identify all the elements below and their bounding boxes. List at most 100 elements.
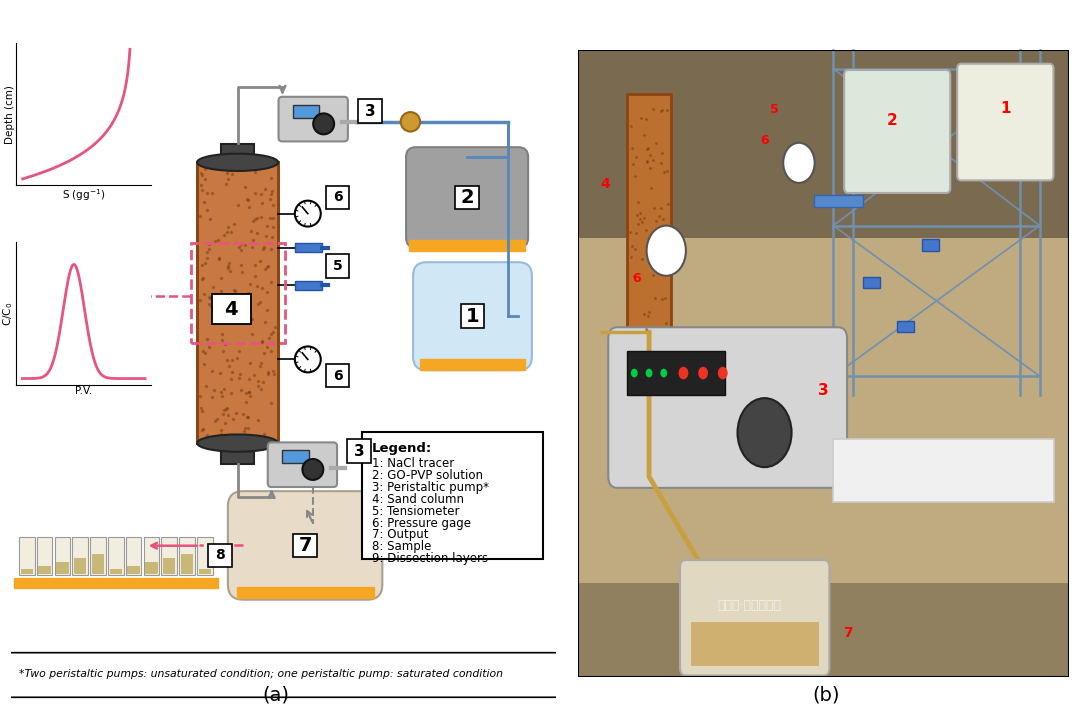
Bar: [420, 359, 525, 369]
Bar: [54, 536, 70, 575]
Bar: [293, 533, 318, 558]
Text: 4: 4: [600, 177, 610, 191]
Ellipse shape: [63, 265, 127, 287]
Bar: [834, 439, 1054, 502]
Circle shape: [295, 200, 321, 227]
Circle shape: [678, 366, 688, 379]
Circle shape: [313, 113, 334, 134]
Text: 7: 7: [298, 536, 312, 555]
Bar: [627, 351, 726, 395]
Circle shape: [698, 366, 708, 379]
Bar: [326, 254, 350, 278]
Text: (b): (b): [812, 686, 840, 704]
Bar: [145, 562, 158, 574]
Bar: [197, 536, 213, 575]
Y-axis label: C/C$_0$: C/C$_0$: [1, 302, 15, 326]
FancyBboxPatch shape: [279, 97, 348, 141]
FancyBboxPatch shape: [680, 560, 829, 675]
X-axis label: S (gg$^{-1}$): S (gg$^{-1}$): [62, 187, 106, 202]
Text: 1: NaCl tracer: 1: NaCl tracer: [372, 457, 454, 470]
Bar: [813, 195, 863, 207]
Ellipse shape: [198, 434, 279, 452]
Bar: [179, 536, 194, 575]
Text: 3: 3: [365, 103, 375, 118]
Bar: [578, 238, 1069, 583]
Bar: [13, 578, 217, 588]
Text: 1: 1: [1000, 101, 1011, 116]
Text: 5: Tensiometer: 5: Tensiometer: [372, 505, 459, 518]
Bar: [199, 570, 212, 574]
Circle shape: [302, 459, 323, 480]
Text: 8: 8: [215, 548, 226, 563]
Bar: [69, 329, 93, 354]
Bar: [897, 321, 915, 332]
FancyBboxPatch shape: [2, 652, 564, 697]
Bar: [283, 451, 309, 463]
Bar: [461, 304, 484, 328]
Bar: [578, 583, 1069, 677]
Text: 7: 7: [843, 625, 853, 640]
Bar: [92, 554, 104, 574]
Text: 8: Sample: 8: Sample: [372, 540, 431, 553]
FancyBboxPatch shape: [845, 70, 950, 193]
Bar: [191, 243, 285, 343]
Ellipse shape: [63, 287, 127, 308]
Text: 2: 2: [887, 113, 897, 128]
FancyBboxPatch shape: [414, 262, 531, 370]
Bar: [863, 277, 880, 288]
Text: 4: 4: [225, 299, 238, 319]
Text: (a): (a): [261, 686, 289, 704]
Bar: [691, 622, 819, 666]
Bar: [294, 105, 320, 118]
Bar: [348, 439, 372, 463]
Bar: [409, 240, 525, 251]
Bar: [212, 294, 251, 324]
Bar: [56, 562, 68, 574]
FancyBboxPatch shape: [957, 63, 1053, 180]
Ellipse shape: [63, 308, 127, 329]
Bar: [73, 558, 86, 574]
Text: 3: 3: [819, 383, 828, 398]
Bar: [108, 536, 123, 575]
FancyBboxPatch shape: [406, 147, 528, 247]
Text: 9: Dissection layers: 9: Dissection layers: [372, 552, 488, 565]
Bar: [90, 536, 106, 575]
Text: *Two peristaltic pumps: unsaturated condition; one peristaltic pump: saturated c: *Two peristaltic pumps: unsaturated cond…: [19, 670, 503, 679]
Circle shape: [401, 112, 420, 131]
Bar: [237, 587, 374, 597]
Text: 1: 1: [465, 307, 480, 326]
Text: 3: Peristaltic pump*: 3: Peristaltic pump*: [372, 481, 488, 494]
Text: 公众号·石墨烯研究: 公众号·石墨烯研究: [718, 599, 782, 612]
Text: 6: 6: [333, 190, 342, 205]
Bar: [627, 94, 671, 332]
Circle shape: [718, 366, 728, 379]
Bar: [295, 281, 322, 289]
FancyBboxPatch shape: [228, 491, 382, 600]
Bar: [221, 144, 254, 167]
Bar: [110, 570, 122, 574]
Text: 5: 5: [333, 259, 342, 273]
Bar: [18, 536, 35, 575]
Bar: [221, 442, 254, 463]
Text: 9: 9: [77, 334, 85, 349]
Circle shape: [647, 225, 686, 276]
Circle shape: [660, 369, 667, 377]
Bar: [362, 432, 543, 559]
Ellipse shape: [198, 154, 279, 171]
Circle shape: [783, 143, 814, 183]
Bar: [180, 554, 193, 574]
X-axis label: P.V.: P.V.: [76, 386, 92, 396]
Bar: [162, 536, 177, 575]
Circle shape: [738, 398, 792, 467]
Text: 6: 6: [760, 134, 769, 147]
Circle shape: [646, 369, 652, 377]
Text: 3: 3: [354, 443, 364, 458]
Bar: [326, 364, 350, 387]
FancyBboxPatch shape: [608, 327, 847, 488]
Bar: [21, 570, 32, 574]
Bar: [163, 558, 175, 574]
Bar: [326, 185, 350, 210]
Bar: [922, 240, 939, 251]
Y-axis label: Depth (cm): Depth (cm): [4, 85, 15, 143]
FancyBboxPatch shape: [268, 442, 337, 487]
